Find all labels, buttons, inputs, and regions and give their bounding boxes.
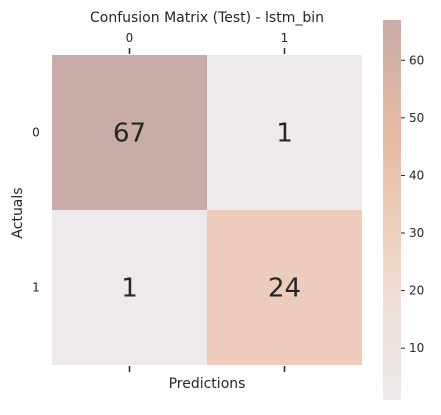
colorbar: [383, 20, 401, 400]
colorbar-tick-label: 10: [409, 341, 424, 355]
colorbar-tick-label: 20: [409, 284, 424, 298]
x-axis-label: Predictions: [169, 376, 246, 392]
x-tick-label-top: 0: [126, 31, 134, 45]
colorbar-tick-label: 50: [409, 111, 424, 125]
cell-value-label: 67: [113, 119, 146, 149]
y-axis-ticks: 01: [32, 126, 40, 295]
colorbar-tick-label: 30: [409, 226, 424, 240]
heatmap-cells: [52, 55, 362, 365]
y-axis-label: Actuals: [10, 187, 26, 238]
cell-value-label: 24: [268, 274, 301, 304]
y-tick-label: 0: [32, 126, 40, 140]
x-tick-label-top: 1: [281, 31, 289, 45]
cell-value-label: 1: [276, 119, 293, 149]
chart-title: Confusion Matrix (Test) - lstm_bin: [90, 10, 324, 26]
cell-value-label: 1: [121, 274, 138, 304]
colorbar-tick-label: 40: [409, 168, 424, 182]
y-tick-label: 1: [32, 281, 40, 295]
colorbar-tick-label: 60: [409, 53, 424, 67]
colorbar-ticks: 10 20 30 40 50 60: [401, 53, 424, 355]
